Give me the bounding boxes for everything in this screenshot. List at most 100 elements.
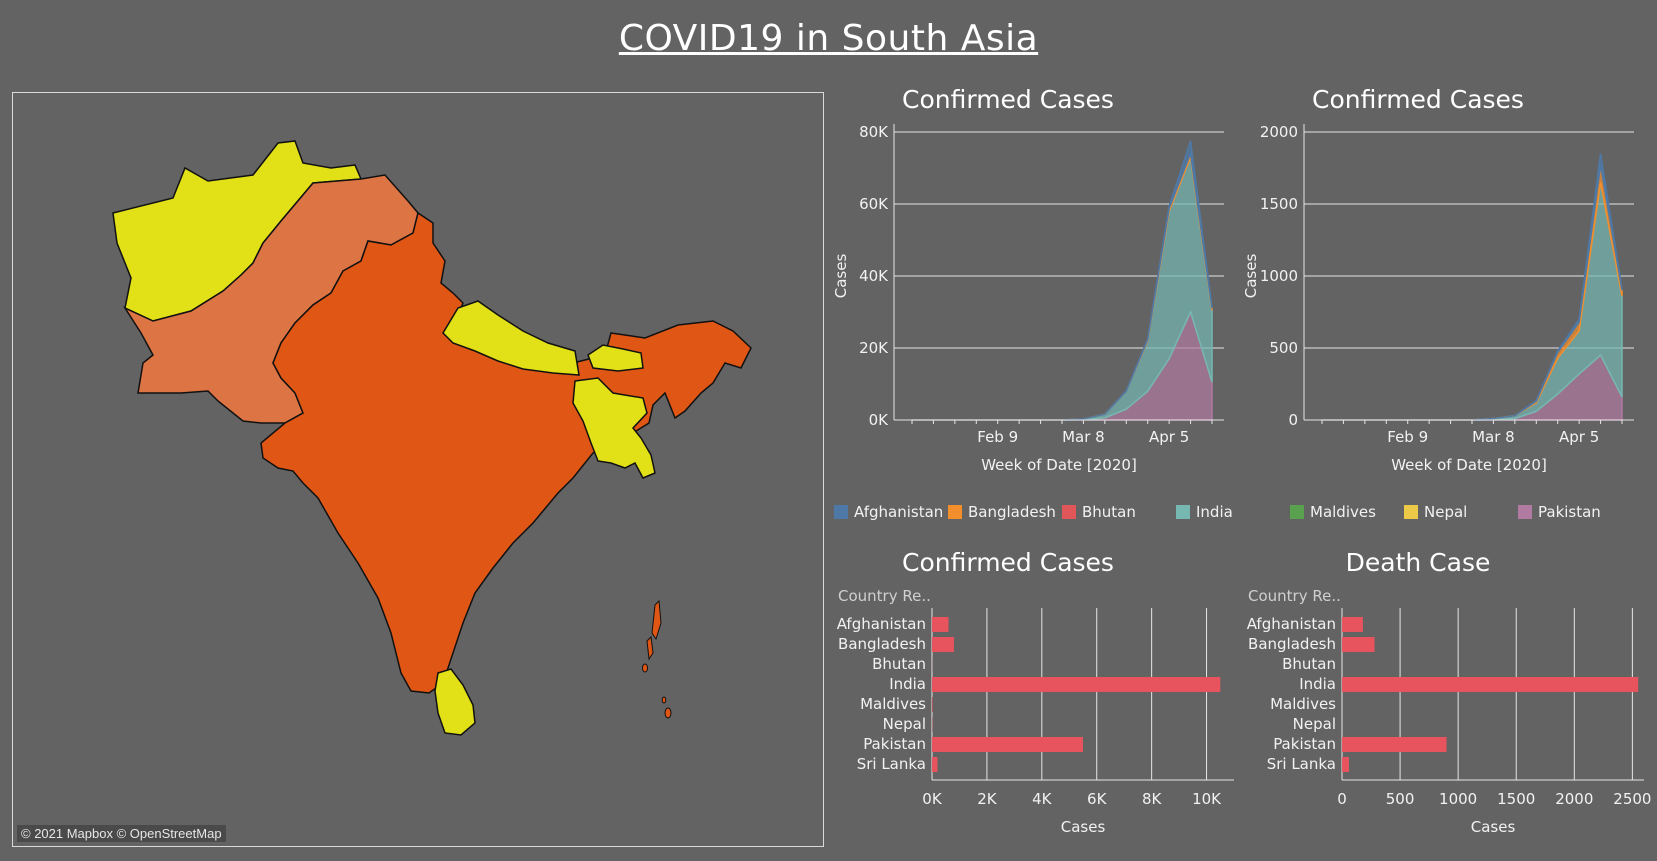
y-axis-label: Cases	[1242, 254, 1260, 299]
x-tick-label: Feb 9	[1387, 428, 1428, 446]
x-tick-label: Mar 8	[1062, 428, 1105, 446]
category-label: Sri Lanka	[857, 755, 926, 773]
bar-sri-lanka[interactable]	[1342, 757, 1349, 772]
bar-pakistan[interactable]	[932, 737, 1083, 752]
x-tick-label: 10K	[1192, 790, 1222, 808]
bar-bangladesh[interactable]	[932, 637, 954, 652]
legend-label: India	[1196, 503, 1233, 521]
map-sri-lanka[interactable]	[434, 668, 476, 736]
map-andaman-islands	[642, 599, 672, 719]
legend-swatch	[1290, 505, 1304, 519]
bar-afghanistan[interactable]	[932, 617, 949, 632]
x-tick-label: 2500	[1613, 790, 1651, 808]
category-label: Maldives	[1270, 695, 1336, 713]
category-label: India	[889, 675, 926, 693]
bar-maldives[interactable]	[932, 697, 933, 712]
y-tick-label: 500	[1269, 339, 1298, 357]
map-credit: © 2021 Mapbox © OpenStreetMap	[17, 825, 226, 842]
category-label: Afghanistan	[1247, 615, 1336, 633]
x-tick-label: 500	[1386, 790, 1415, 808]
row-header: Country Re..	[1248, 587, 1341, 605]
x-tick-label: 1000	[1439, 790, 1477, 808]
legend-item[interactable]: Pakistan	[1518, 503, 1601, 521]
legend-label: Pakistan	[1538, 503, 1601, 521]
y-tick-label: 2000	[1260, 123, 1298, 141]
chart1-title: Confirmed Cases	[902, 85, 1114, 114]
legend-swatch	[1404, 505, 1418, 519]
x-tick-label: Apr 5	[1149, 428, 1189, 446]
x-tick-label: 8K	[1142, 790, 1163, 808]
category-label: Nepal	[1293, 715, 1336, 733]
y-tick-label: 40K	[859, 267, 889, 285]
legend-item[interactable]: Afghanistan	[834, 503, 943, 521]
category-label: Pakistan	[863, 735, 926, 753]
chart4-title: Death Case	[1345, 548, 1491, 577]
category-label: Bhutan	[1282, 655, 1336, 673]
bar-chart-confirmed[interactable]: Country Re.. 0K 2K 4K 6K 8K 10K Afghanistan Bang…	[834, 586, 1244, 836]
bar-chart-deaths[interactable]: Country Re.. 0 500 1000 1500 2000 2500 Afghanis…	[1244, 586, 1654, 836]
y-tick-label: 80K	[859, 123, 889, 141]
chart2-title: Confirmed Cases	[1312, 85, 1524, 114]
series-legend: Afghanistan Bangladesh Bhutan India Maldives…	[834, 503, 1649, 525]
map-bangladesh[interactable]	[572, 377, 656, 479]
x-axis-label: Cases	[1061, 818, 1106, 836]
x-tick-label: 1500	[1497, 790, 1535, 808]
legend-label: Nepal	[1424, 503, 1468, 521]
x-tick-label: 0	[1337, 790, 1347, 808]
legend-swatch	[834, 505, 848, 519]
x-tick-label: Apr 5	[1559, 428, 1599, 446]
y-tick-label: 0	[1288, 411, 1298, 429]
category-label: Pakistan	[1273, 735, 1336, 753]
legend-item[interactable]: Bhutan	[1062, 503, 1136, 521]
bar-india[interactable]	[1342, 677, 1639, 692]
row-header: Country Re..	[838, 587, 931, 605]
category-label: Bangladesh	[838, 635, 926, 653]
category-label: Maldives	[860, 695, 926, 713]
legend-label: Afghanistan	[854, 503, 944, 521]
category-label: Sri Lanka	[1267, 755, 1336, 773]
y-axis-label: Cases	[832, 254, 850, 299]
legend-item[interactable]: India	[1176, 503, 1233, 521]
x-axis-label: Week of Date [2020]	[1391, 456, 1547, 474]
y-tick-label: 60K	[859, 195, 889, 213]
x-tick-label: 4K	[1032, 790, 1053, 808]
y-tick-label: 1000	[1260, 267, 1298, 285]
legend-swatch	[1062, 505, 1076, 519]
category-label: Bhutan	[872, 655, 926, 673]
x-tick-label: Mar 8	[1472, 428, 1515, 446]
category-label: Nepal	[883, 715, 926, 733]
category-label: India	[1299, 675, 1336, 693]
category-label: Afghanistan	[837, 615, 926, 633]
legend-label: Bangladesh	[968, 503, 1056, 521]
map-bhutan[interactable]	[587, 344, 644, 372]
legend-swatch	[948, 505, 962, 519]
x-tick-label: 2K	[977, 790, 998, 808]
legend-item[interactable]: Maldives	[1290, 503, 1376, 521]
x-tick-label: 6K	[1087, 790, 1108, 808]
x-tick-label: 2000	[1555, 790, 1593, 808]
map-nepal[interactable]	[442, 300, 580, 376]
south-asia-map[interactable]	[13, 93, 824, 847]
chart3-title: Confirmed Cases	[902, 548, 1114, 577]
x-tick-label: 0K	[922, 790, 943, 808]
legend-item[interactable]: Bangladesh	[948, 503, 1056, 521]
bar-bangladesh[interactable]	[1342, 637, 1375, 652]
legend-swatch	[1176, 505, 1190, 519]
page-title: COVID19 in South Asia	[618, 18, 1039, 59]
map-panel[interactable]: © 2021 Mapbox © OpenStreetMap	[12, 92, 824, 847]
bar-india[interactable]	[932, 677, 1221, 692]
bar-pakistan[interactable]	[1342, 737, 1447, 752]
legend-label: Bhutan	[1082, 503, 1136, 521]
bar-afghanistan[interactable]	[1342, 617, 1363, 632]
x-tick-label: Feb 9	[977, 428, 1018, 446]
y-tick-label: 1500	[1260, 195, 1298, 213]
area-chart-confirmed-left[interactable]: 0K 20K 40K 60K 80K Feb 9 Mar 8 Apr 5 Week of Dat…	[832, 120, 1244, 500]
bar-sri-lanka[interactable]	[932, 757, 938, 772]
area-chart-confirmed-right[interactable]: 0 500 1000 1500 2000 Feb 9 Mar 8 Apr 5 Week of D…	[1242, 120, 1654, 500]
y-tick-label: 20K	[859, 339, 889, 357]
y-tick-label: 0K	[869, 411, 890, 429]
legend-item[interactable]: Nepal	[1404, 503, 1467, 521]
x-axis-label: Week of Date [2020]	[981, 456, 1137, 474]
legend-swatch	[1518, 505, 1532, 519]
category-label: Bangladesh	[1248, 635, 1336, 653]
